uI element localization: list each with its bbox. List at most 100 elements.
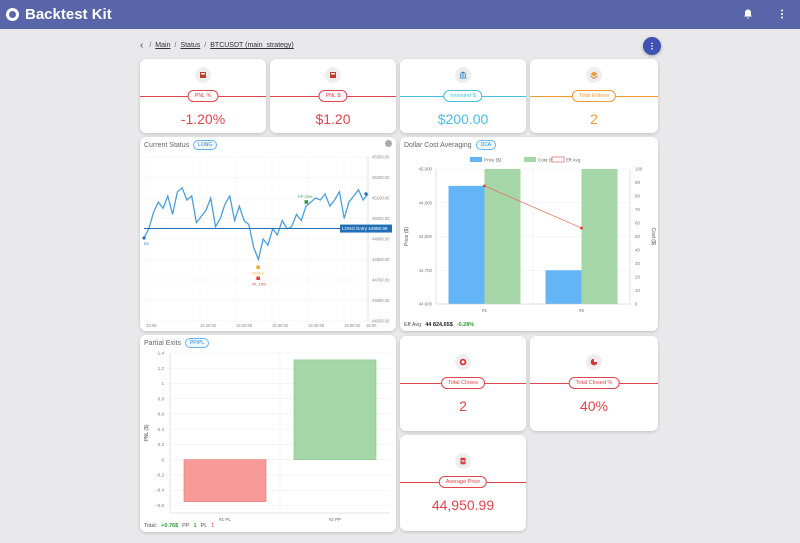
y2-tick-label: 80 [635,194,640,199]
y-tick-label: 0.4 [158,427,165,432]
entry-label-box [340,224,392,233]
y-tick-label: 44,800 [419,234,433,239]
y2-tick-label: 90 [635,180,640,185]
kpi-label: PNL $ [318,90,348,102]
panel-title: Current Status LONG [144,140,218,150]
panel-title: Partial Exits PP/PL [144,338,210,348]
kpi-total-entries: Total Entries 2 [530,59,658,133]
partial-tag: PP/PL [184,338,210,348]
dca-marker [256,265,260,269]
y-tick-label: 1 [161,381,164,386]
y-tick-label: 44700.00 [372,278,390,283]
y-axis-label: PNL ($) [144,424,150,441]
logo-icon [6,8,19,21]
y-tick-label: 44600.00 [372,298,390,303]
entry-label: LONG Entry 44950.99 [342,226,388,231]
x-tick-label: #2 [579,308,585,313]
y-tick-label: 44500.00 [372,319,390,324]
eff-avg-point [580,226,583,230]
pl-marker [256,276,260,280]
y2-tick-label: 30 [635,261,640,266]
breadcrumb: ‹ / Main / Status / BTCUSDT (main_strate… [140,40,294,51]
breadcrumb-main[interactable]: Main [155,42,171,49]
y-tick-label: 45000.00 [372,216,390,221]
kpi-value: $1.20 [315,111,351,127]
y-tick-label: 44800.00 [372,257,390,262]
partial-exits-chart[interactable]: #1 PL #2 PP 1.4 1.2 1 0.8 0.6 0.4 0.2 0 -0.2 -0.4 -… [140,347,396,527]
y2-tick-label: 40 [635,248,640,253]
back-arrow-icon[interactable]: ‹ [140,40,144,51]
y-tick-label: 1.4 [158,351,165,356]
kpi-value: 40% [579,398,609,414]
y-tick-label: 44900.00 [372,237,390,242]
kpi-label: Total Entries [571,90,617,102]
x-tick-label: 15:20:00 [236,323,253,328]
y-tick-label: 45,000 [419,167,433,172]
target-icon [455,354,471,370]
y2-tick-label: 50 [635,234,640,239]
eff-avg-line [484,185,582,229]
eff-avg-point [483,184,486,188]
x-tick-label: 15:50:00 [344,323,361,328]
pie-icon [586,354,602,370]
kpi-label: Total Closed % [568,377,620,389]
breadcrumb-status[interactable]: Status [180,42,201,49]
bank-icon [455,67,471,83]
bell-icon[interactable] [742,8,754,20]
y2-tick-label: 70 [635,207,640,212]
y-tick-label: 0.8 [158,396,165,401]
current-status-panel: Current Status LONG LONG Entry 44950.99 4… [140,137,396,331]
actions-menu-button[interactable] [643,37,661,55]
kpi-average-price: Average Price 44,950.99 [400,435,526,531]
y2-tick-label: 20 [635,275,640,280]
pp-marker-label: PP 25% [298,194,313,199]
y-tick-label: 0 [161,457,164,462]
cost-bar [484,169,521,304]
kpi-total-closes: Total Closes 2 [400,336,526,431]
y-tick-label: 1.2 [158,366,165,371]
pp-marker [304,200,309,204]
position-tag: LONG [193,140,218,150]
kpi-pnl-percent: PNL % -1.20% [140,59,266,133]
kpi-pnl-dollar: PNL $ $1.20 [270,59,396,133]
calculator-icon [325,67,341,83]
x-tick-label: #2 PP [329,517,342,522]
legend-swatch [470,157,482,162]
y-tick-label: 44,700 [419,268,433,273]
info-icon[interactable] [385,140,392,147]
dca-chart[interactable]: Price ($) Cost ($) Eff Avg #1 #2 45,000 44,9… [400,151,658,321]
y-tick-label: 44,600 [419,302,433,307]
breadcrumb-symbol[interactable]: BTCUSDT (main_strategy) [210,42,294,49]
dca-tag: DCA [475,140,497,150]
legend-swatch [524,157,536,162]
panel-title: Dollar Cost Averaging DCA [404,140,497,150]
price-bar [545,270,582,304]
y-tick-label: 45200.00 [372,175,390,180]
dca-panel: Dollar Cost Averaging DCA Price ($) Cost (… [400,137,658,331]
layers-icon [586,67,602,83]
x-tick-label: 15:10:00 [200,323,217,328]
kpi-label: Average Price [438,476,488,488]
last-price-marker [364,192,368,196]
x-tick-label: 15:40:00 [308,323,325,328]
price-line [143,186,369,262]
y2-tick-label: 100 [635,167,643,172]
app-title: Backtest Kit [25,6,112,23]
more-vert-icon[interactable] [776,8,788,20]
y2-axis-label: Cost ($) [650,228,656,246]
kpi-invested: Invested $ $200.00 [400,59,526,133]
kpi-value: 2 [590,111,598,127]
y-tick-label: -0.2 [156,473,164,478]
price-chart[interactable]: LONG Entry 44950.99 45300.00 45200.00 4510… [140,149,396,329]
price-bar [448,185,485,304]
partial-exits-panel: Partial Exits PP/PL #1 PL #2 PP 1.4 1.2 1 0.8… [140,335,396,532]
pl-bar [183,459,267,502]
kpi-label: PNL % [187,90,219,102]
x-tick-label: #1 [482,308,488,313]
document-icon [455,453,471,469]
y2-tick-label: 0 [635,302,638,307]
dca-marker-label: DCA 1 [252,271,264,276]
y-tick-label: 44,900 [419,200,433,205]
x-tick-label: 16:00 [366,323,377,328]
kpi-total-closed-percent: Total Closed % 40% [530,336,658,431]
